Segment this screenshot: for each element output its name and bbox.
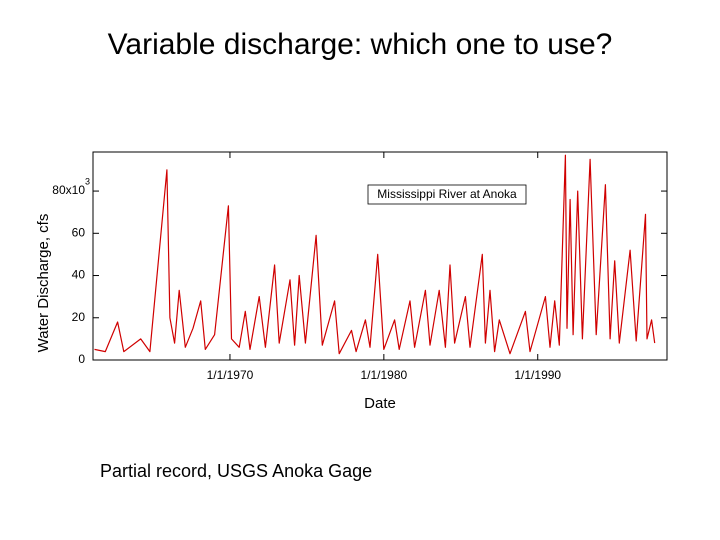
x-tick-label: 1/1/1970 bbox=[207, 368, 254, 382]
caption: Partial record, USGS Anoka Gage bbox=[100, 461, 372, 481]
y-tick-label: 60 bbox=[72, 225, 86, 239]
y-axis-label: Water Discharge, cfs bbox=[35, 214, 52, 353]
x-tick-label: 1/1/1980 bbox=[360, 368, 407, 382]
y-tick-exponent: 3 bbox=[85, 176, 90, 186]
x-axis-label: Date bbox=[364, 395, 396, 412]
y-tick-label: 80x10 bbox=[52, 183, 85, 197]
x-tick-label: 1/1/1990 bbox=[514, 368, 561, 382]
y-tick-label: 0 bbox=[78, 352, 85, 366]
annotation: Mississippi River at Anoka bbox=[377, 187, 517, 201]
y-tick-label: 20 bbox=[72, 310, 86, 324]
annotation-box bbox=[367, 184, 527, 205]
slide-title: Variable discharge: which one to use? bbox=[108, 28, 613, 61]
discharge-line bbox=[94, 154, 656, 355]
y-tick-label: 40 bbox=[72, 268, 86, 282]
plot-frame bbox=[92, 151, 668, 361]
